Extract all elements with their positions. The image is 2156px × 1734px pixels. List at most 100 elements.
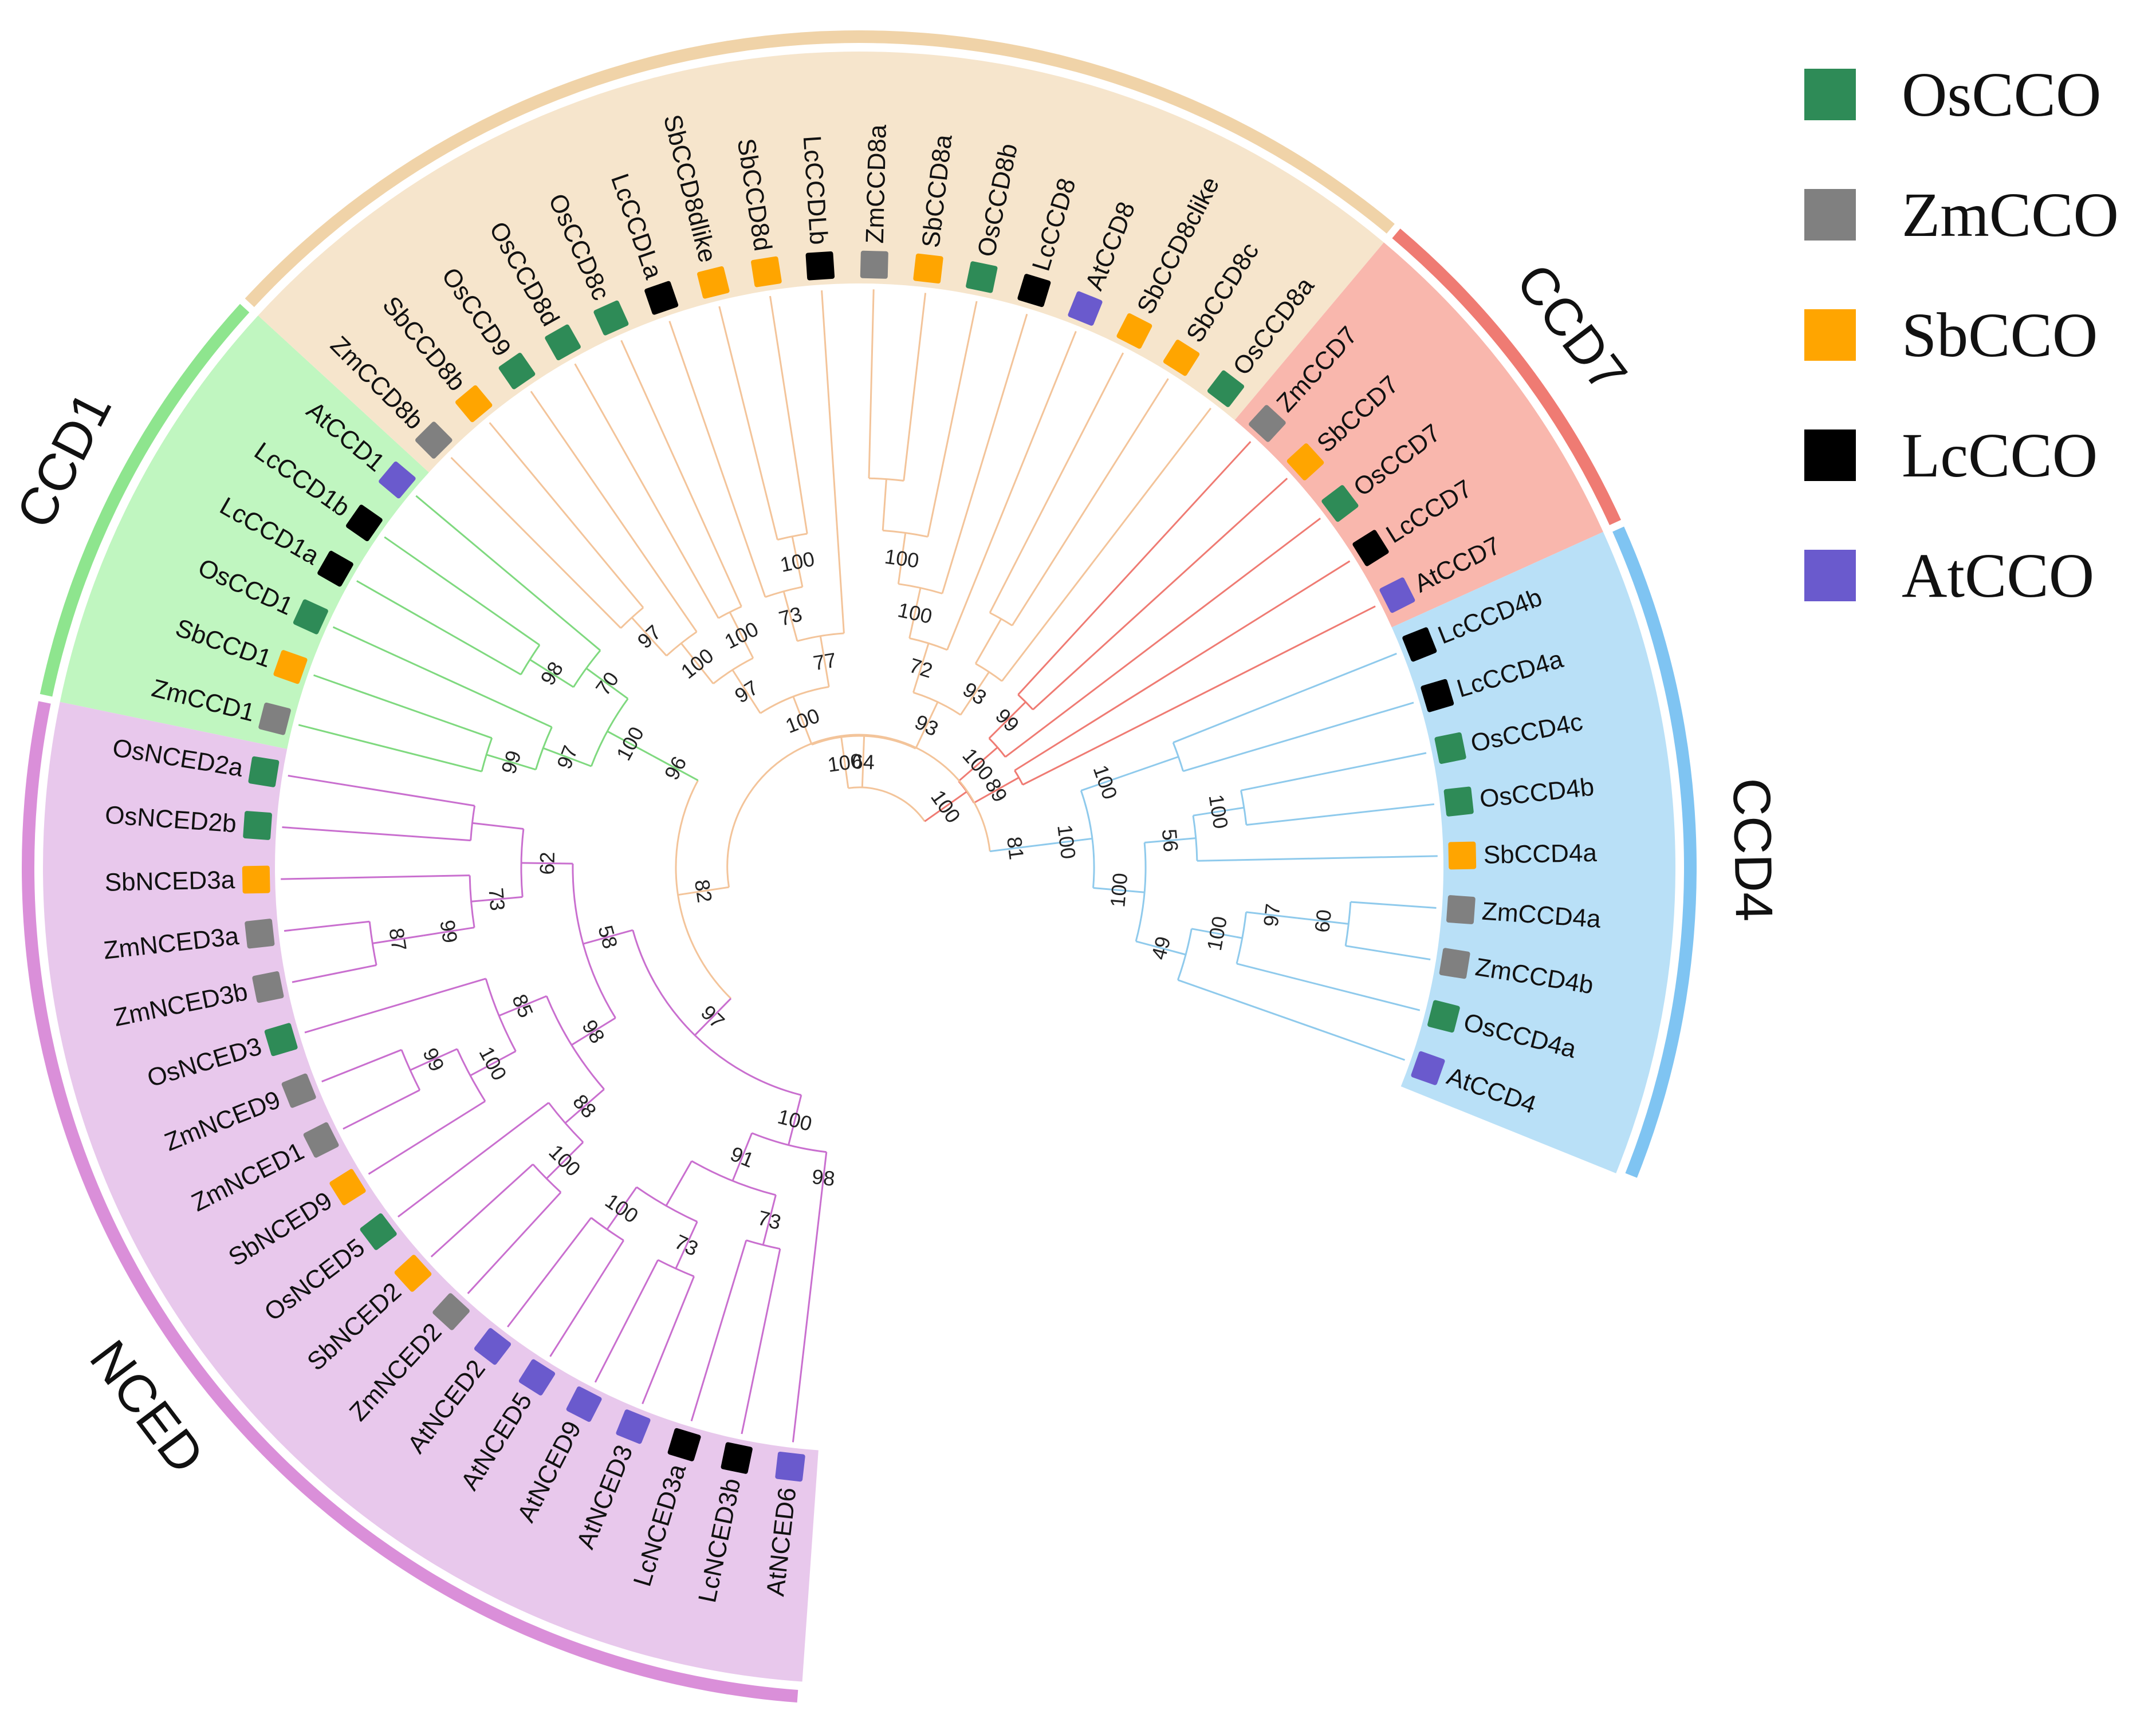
branch-line [680, 643, 714, 684]
legend-swatch-sb [1804, 309, 1856, 361]
leaf-marker [1402, 627, 1437, 662]
clade-ring-ccd7 [1392, 228, 1621, 526]
leaf-marker [242, 865, 270, 894]
branch-line [298, 724, 482, 773]
branch-line [384, 536, 540, 646]
bootstrap-value: 70 [591, 667, 624, 700]
bootstrap-value: 87 [384, 927, 411, 953]
branch-line [665, 1160, 693, 1207]
branch-arc [718, 605, 742, 619]
branch-arc [752, 1132, 827, 1153]
branch-line [861, 736, 865, 788]
bootstrap-value: 99 [418, 1045, 449, 1075]
bootstrap-value: 49 [1147, 934, 1175, 962]
branch-arc [1177, 928, 1193, 980]
legend-item-os: OsCCO [1804, 34, 2119, 155]
branch-line [1022, 605, 1376, 786]
branch-line [1011, 378, 1169, 626]
leaf-marker [566, 1386, 602, 1422]
leaf-marker [1379, 577, 1415, 613]
leaf-marker [1443, 786, 1474, 817]
branch-line [989, 352, 1124, 613]
leaf-marker [317, 550, 353, 587]
clade-backgrounds [42, 51, 1675, 1682]
branch-arc [989, 612, 1013, 626]
branch-line [1345, 945, 1431, 960]
leaf-marker [329, 1169, 366, 1205]
branch-line [564, 1088, 605, 1124]
bootstrap-value: 100 [474, 1043, 511, 1084]
leaf-marker [252, 971, 284, 1003]
branch-line [652, 755, 699, 782]
branch-line [410, 1048, 458, 1071]
branch-line [741, 1299, 771, 1435]
branch-line [1246, 911, 1298, 919]
legend-label-lc: LcCCO [1902, 420, 2098, 490]
bootstrap-labels: 1001009989649393721001001007773100971001… [384, 545, 1336, 1261]
legend-item-lc: LcCCO [1804, 395, 2119, 515]
leaf-marker [1421, 679, 1454, 712]
branch-arc [1017, 693, 1034, 711]
branch-line [1017, 441, 1252, 696]
branch-line [507, 1217, 592, 1328]
legend-item-at: AtCCO [1804, 515, 2119, 636]
branch-line [529, 659, 575, 688]
branch-line [959, 671, 990, 716]
bootstrap-value: 100 [778, 547, 817, 577]
branch-line [343, 1089, 420, 1130]
bootstrap-value: 100 [1053, 823, 1080, 861]
branch-arc [811, 735, 916, 750]
leaf-marker [1017, 274, 1051, 308]
clade-bg-ccd4 [1391, 531, 1675, 1173]
branch-arc [545, 995, 605, 1090]
leaf-marker [1411, 1051, 1445, 1085]
clade-label-nced: NCED [78, 1330, 215, 1484]
branch-line [912, 643, 930, 693]
branch-line [1005, 518, 1321, 758]
branch-line [397, 1102, 549, 1217]
branch-arc [797, 632, 844, 642]
branch-line [924, 791, 967, 822]
leaf-marker [1352, 530, 1389, 566]
branch-arc [848, 786, 926, 822]
branch-line [690, 1240, 747, 1422]
bootstrap-value: 64 [851, 750, 875, 774]
bootstrap-value: 58 [593, 923, 622, 951]
branch-arc [481, 738, 493, 772]
branch-line [678, 886, 729, 896]
branch-line [606, 1187, 638, 1230]
legend-swatch-lc [1804, 429, 1856, 481]
branch-line [467, 1192, 562, 1294]
leaf-marker [966, 261, 998, 293]
branch-line [1191, 928, 1243, 939]
branch-line [908, 588, 922, 639]
leaf-marker [281, 1073, 316, 1108]
branch-line [868, 289, 875, 479]
branch-line [288, 775, 475, 807]
branch-line [990, 844, 1041, 853]
branch-arc [1014, 770, 1024, 786]
branch-line [903, 293, 927, 481]
leaf-marker [775, 1451, 805, 1482]
leaf-marker [273, 650, 308, 684]
branch-arc [572, 864, 616, 1019]
bootstrap-value: 72 [907, 653, 935, 683]
branch-arc [400, 1049, 421, 1091]
bootstrap-value: 97 [730, 676, 762, 708]
branch-line [471, 896, 523, 903]
branch-line [430, 1163, 534, 1258]
leaf-marker [432, 1293, 470, 1330]
bootstrap-value: 100 [1105, 872, 1132, 908]
leaf-marker [379, 461, 416, 499]
leaf-marker [721, 1442, 753, 1474]
branch-line [1177, 979, 1405, 1061]
branch-arc [1135, 842, 1147, 942]
branch-line [368, 1100, 486, 1175]
branch-line [1193, 806, 1245, 817]
branch-line [675, 1221, 698, 1269]
bootstrap-value: 98 [577, 1015, 609, 1047]
branch-line [882, 479, 887, 531]
branch-arc [1080, 790, 1095, 888]
bootstrap-value: 93 [911, 710, 942, 740]
leaf-marker [415, 421, 453, 459]
